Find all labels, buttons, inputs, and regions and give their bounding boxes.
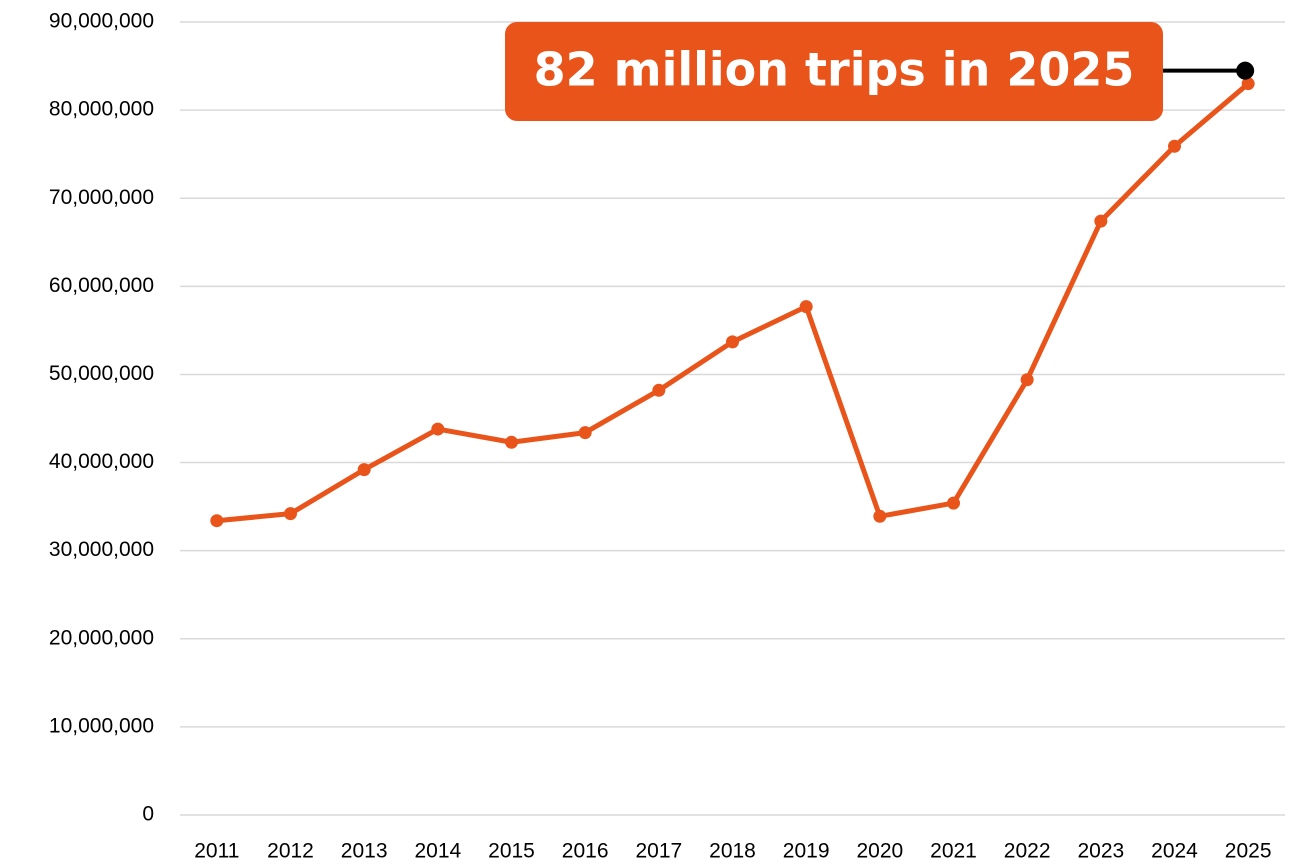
x-tick-label: 2012 bbox=[267, 840, 314, 863]
y-tick-label: 50,000,000 bbox=[49, 362, 154, 385]
marker bbox=[357, 463, 371, 477]
y-tick-label: 20,000,000 bbox=[49, 626, 154, 649]
y-tick-label: 90,000,000 bbox=[49, 10, 154, 33]
marker bbox=[210, 514, 224, 528]
y-tick-label: 40,000,000 bbox=[49, 450, 154, 473]
grid: 0 10,000,000 20,000,000 30,000,000 40,000,00… bbox=[49, 10, 1285, 826]
plot: 2011 2012 2013 2014 2015 2016 2017 2018 2019 2020… bbox=[194, 61, 1272, 863]
x-tick-label: 2014 bbox=[414, 840, 461, 863]
annotation-box bbox=[505, 22, 1163, 121]
line bbox=[216, 81, 1250, 524]
marker bbox=[431, 422, 445, 436]
x-tick-label: 2016 bbox=[562, 840, 609, 863]
annotation: 82 million trips in 2025 bbox=[534, 43, 1135, 97]
marker bbox=[652, 383, 666, 397]
y-tick-label: 80,000,000 bbox=[49, 98, 154, 121]
marker bbox=[1241, 77, 1255, 91]
marker bbox=[1168, 139, 1181, 153]
y-tick-label: 30,000,000 bbox=[49, 538, 154, 561]
x-tick-label: 2024 bbox=[1151, 840, 1198, 863]
x-tick-label: 2021 bbox=[930, 840, 977, 863]
marker bbox=[284, 507, 297, 521]
marker bbox=[947, 496, 960, 510]
x-tick-label: 2023 bbox=[1077, 840, 1124, 863]
x-tick-label: 2015 bbox=[488, 840, 535, 863]
marker bbox=[1094, 214, 1108, 228]
x-tick-label: 2022 bbox=[1004, 840, 1051, 863]
marker bbox=[873, 509, 887, 523]
x-tick-label: 2020 bbox=[856, 840, 903, 863]
y-tick-label: 60,000,000 bbox=[49, 274, 154, 297]
marker bbox=[505, 435, 518, 449]
x-tick-label: 2011 bbox=[194, 840, 239, 863]
marker bbox=[726, 335, 739, 349]
x-tick-label: 2019 bbox=[783, 840, 830, 863]
marker bbox=[578, 426, 592, 440]
x-tick-label: 2025 bbox=[1225, 840, 1272, 863]
y-tick-label: 10,000,000 bbox=[49, 714, 154, 737]
marker bbox=[799, 300, 813, 314]
y-tick-label: 70,000,000 bbox=[49, 186, 154, 209]
y-tick-label: 0 bbox=[142, 803, 154, 826]
x-tick-label: 2013 bbox=[341, 840, 388, 863]
marker bbox=[1020, 373, 1034, 387]
annotation-dot bbox=[1236, 61, 1255, 80]
x-tick-label: 2018 bbox=[709, 840, 756, 863]
x-tick-label: 2017 bbox=[635, 840, 682, 863]
